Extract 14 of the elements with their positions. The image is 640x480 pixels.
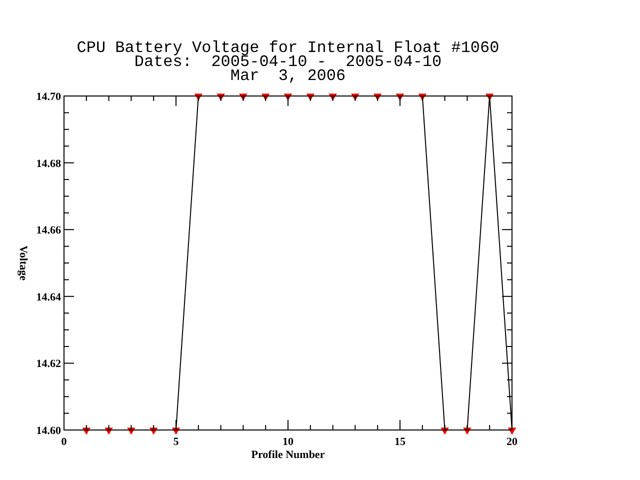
y-tick-label: 14.64 <box>36 291 62 304</box>
y-axis-title: Voltage <box>17 245 29 281</box>
x-tick-label: 15 <box>394 436 406 448</box>
y-tick-label: 14.66 <box>36 224 62 237</box>
x-tick-label: 5 <box>173 436 180 448</box>
y-tick-label: 14.68 <box>36 158 62 170</box>
x-axis-title: Profile Number <box>251 449 325 461</box>
y-tick-label: 14.70 <box>36 91 62 103</box>
x-tick-label: 20 <box>506 436 518 448</box>
x-tick-label: 0 <box>61 436 68 448</box>
text: Mar 3, 2006 <box>230 67 346 85</box>
x-tick-label: 10 <box>282 436 294 448</box>
y-tick-label: 14.62 <box>36 358 62 370</box>
y-tick-label: 14.60 <box>36 425 62 437</box>
